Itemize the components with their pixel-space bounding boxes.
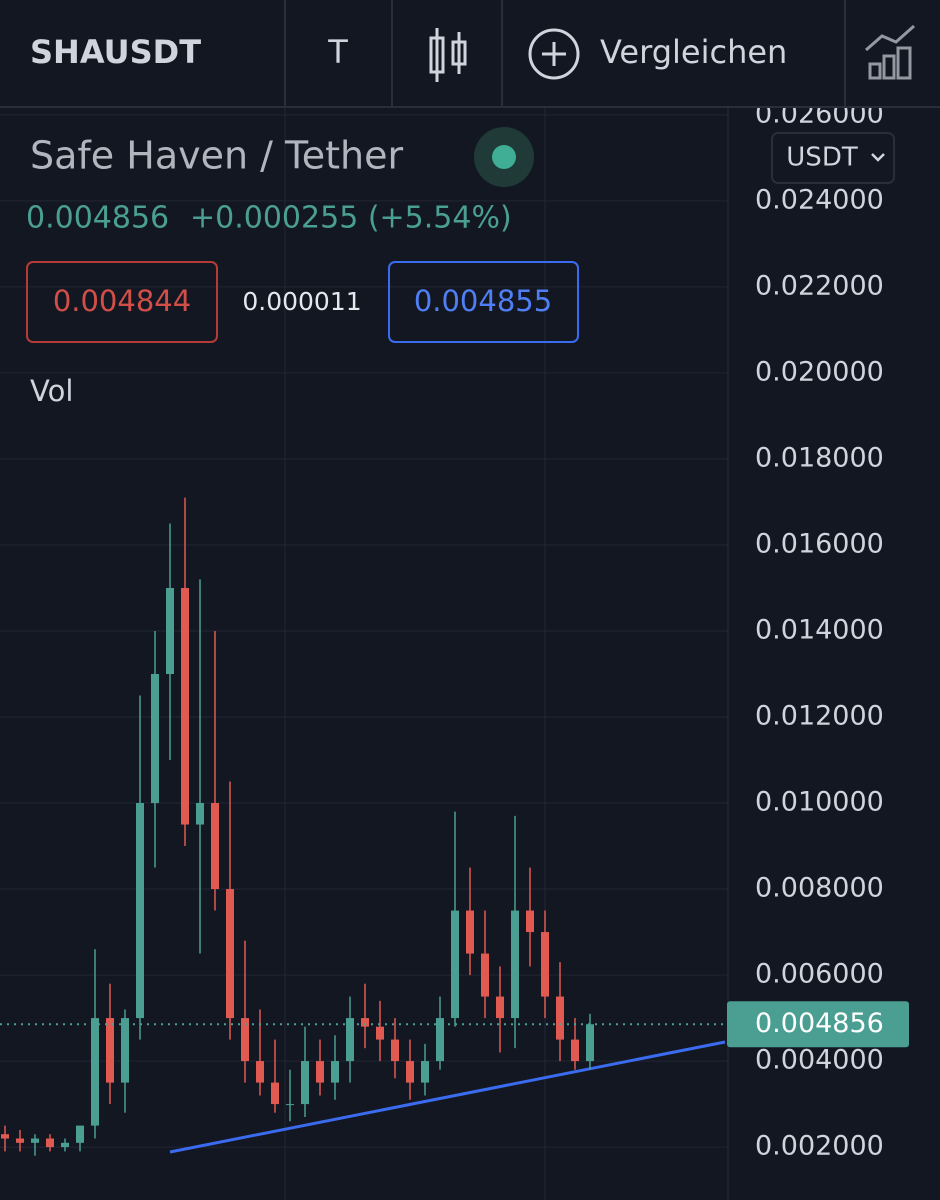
y-tick-label: 0.002000	[755, 1131, 884, 1162]
candle-body	[556, 996, 564, 1040]
candle-body	[391, 1039, 399, 1062]
candle-body	[46, 1138, 54, 1148]
indicator-icon[interactable]	[865, 24, 915, 80]
compare-icon[interactable]	[528, 28, 580, 80]
spread: 0.000011	[242, 287, 361, 316]
candle-body	[541, 932, 549, 997]
candle-body	[181, 587, 189, 825]
candle-body	[406, 1061, 414, 1083]
pair-name: Safe Haven / Tether	[30, 134, 404, 178]
candle-body	[496, 996, 504, 1019]
candle-body	[121, 1018, 129, 1083]
candle-body	[361, 1018, 369, 1027]
candle-body	[511, 910, 519, 1019]
candle-body	[16, 1138, 24, 1143]
interval[interactable]: T	[327, 33, 348, 71]
candle-body	[436, 1018, 444, 1062]
y-tick-label: 0.014000	[755, 614, 884, 645]
candle-body	[376, 1026, 384, 1040]
buy-box[interactable]	[388, 261, 579, 343]
volume-label: Vol	[30, 374, 73, 408]
candle-body	[586, 1024, 594, 1062]
y-tick-label: 0.016000	[755, 528, 884, 559]
chevron	[871, 153, 885, 162]
candle-body	[271, 1082, 279, 1105]
candle-body	[61, 1142, 69, 1148]
last-price-legend: 0.004856	[26, 201, 169, 236]
candle-body	[31, 1138, 39, 1143]
candle-body	[571, 1039, 579, 1062]
candle-body	[526, 910, 534, 933]
candle-body	[346, 1018, 354, 1062]
y-tick-label: 0.020000	[755, 356, 884, 387]
candle-body	[451, 910, 459, 1019]
candle-body	[241, 1018, 249, 1062]
candle-body	[166, 587, 174, 674]
bid[interactable]: 0.004844	[53, 284, 191, 318]
status-dot	[492, 145, 516, 169]
candle-body	[286, 1104, 294, 1106]
candle-body	[106, 1018, 114, 1083]
candle-body	[91, 1018, 99, 1126]
y-tick-label: 0.018000	[755, 442, 884, 473]
candle-body	[76, 1125, 84, 1143]
ask[interactable]: 0.004855	[414, 284, 552, 318]
candle-body	[256, 1061, 264, 1083]
candle-body	[211, 803, 219, 890]
candle-body	[151, 673, 159, 804]
candle-body	[421, 1061, 429, 1083]
y-tick-label: 0.024000	[755, 184, 884, 215]
candle-icon[interactable]	[429, 28, 467, 82]
currency[interactable]: USDT	[786, 143, 858, 173]
compare[interactable]: Vergleichen	[600, 33, 787, 71]
grid	[0, 108, 728, 1200]
candle-body	[316, 1061, 324, 1083]
candle-body	[481, 953, 489, 997]
y-tick-label: 0.012000	[755, 701, 884, 732]
candle-body	[1, 1134, 9, 1139]
price-change: +0.000255 (+5.54%)	[190, 201, 512, 236]
y-tick-label: 0.006000	[755, 959, 884, 990]
last-price-label: 0.004856	[755, 1008, 884, 1039]
candle-body	[136, 803, 144, 1019]
y-tick-label: 0.008000	[755, 873, 884, 904]
candle-body	[226, 889, 234, 1019]
y-tick-label: 0.010000	[755, 787, 884, 818]
sell-box[interactable]	[26, 261, 218, 343]
candle-body	[331, 1061, 339, 1083]
candle-body	[196, 803, 204, 825]
last-price-tag	[727, 1001, 909, 1048]
trend-line	[169, 1040, 726, 1154]
symbol[interactable]: SHAUSDT	[30, 33, 201, 71]
candle-body	[301, 1061, 309, 1105]
currency-box[interactable]	[771, 132, 895, 184]
candle-body	[466, 910, 474, 954]
toolbar	[0, 0, 940, 107]
y-tick-label: 0.022000	[755, 270, 884, 301]
y-tick-label: 0.004000	[755, 1045, 884, 1076]
